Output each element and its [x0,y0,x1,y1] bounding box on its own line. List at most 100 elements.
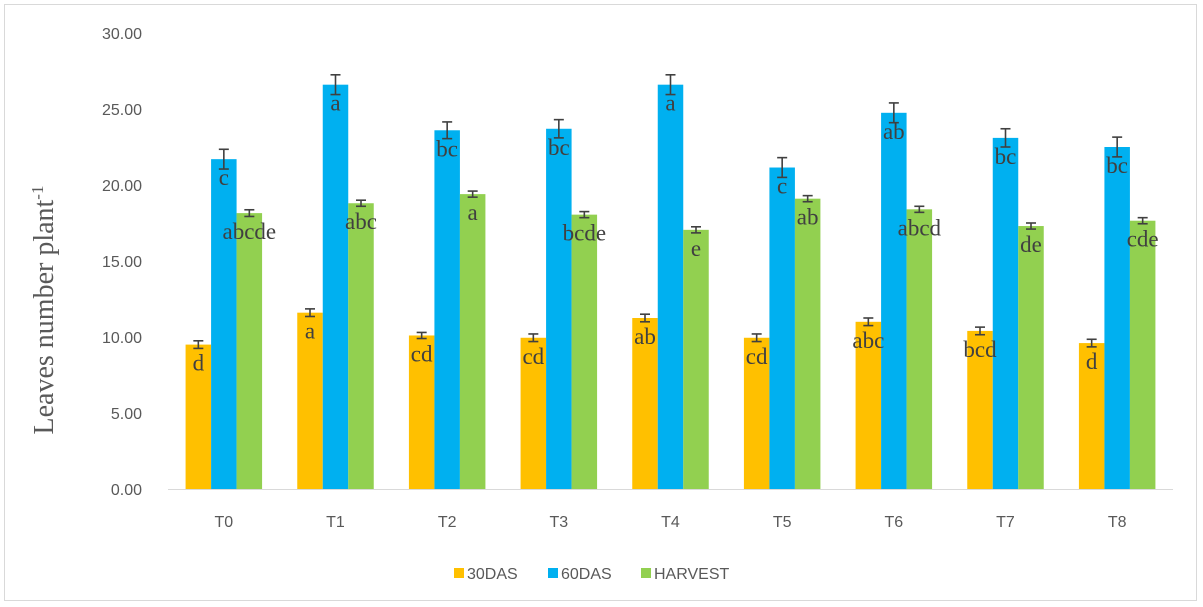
bar-30das-t6 [855,321,882,489]
bar-60das-t2 [434,130,460,489]
x-tick-label: T8 [1108,514,1127,531]
error-bar [416,331,427,340]
bar-harvest-t4 [683,229,709,489]
significance-letter: e [691,236,701,261]
significance-letter: cde [1127,227,1159,252]
bar-harvest-t7 [1018,226,1044,490]
error-bar [193,339,204,350]
bar-harvest-t2 [459,194,486,489]
bar-30das-t0 [185,344,212,489]
y-tick-label: 10.00 [102,330,142,347]
bar-30das-t1 [297,312,323,489]
error-bar [1137,216,1148,225]
significance-letter: cd [411,341,433,366]
error-bar [665,74,676,96]
error-bar [863,317,874,327]
error-bar [751,333,762,343]
x-tick-label: T5 [773,514,792,531]
bar-30das-t2 [408,335,435,489]
x-axis-ticks: T0 T1 T2 T3 T4 T5 T6 T7 T8 [214,514,1126,531]
bar-60das-t7 [992,137,1019,489]
error-bar [802,194,813,203]
significance-letter: bc [436,136,458,161]
error-bar [244,208,255,218]
x-tick-label: T2 [438,514,457,531]
y-tick-label: 30.00 [102,26,142,43]
bar-60das-t1 [322,84,349,490]
y-tick-label: 0.00 [111,482,142,499]
bar-60das-t5 [769,167,795,489]
error-bar [1000,127,1011,148]
significance-letter: a [305,319,315,344]
x-tick-label: T0 [214,514,233,531]
bar-series [185,84,1156,490]
significance-letter: ab [883,119,905,144]
y-axis-title-main: Leaves number plant [29,199,60,434]
legend-swatch-harvest [641,568,651,578]
bar-harvest-t8 [1129,220,1156,489]
significance-letter: bc [1106,153,1128,178]
error-bar [640,313,650,323]
error-bar [218,148,229,170]
significance-letter: abcde [223,219,277,244]
bar-30das-t7 [967,330,993,489]
significance-letter: abcd [898,215,942,240]
error-bar [975,326,985,336]
bar-30das-t5 [743,337,770,489]
legend: 30DAS 60DAS HARVEST [454,566,730,583]
error-bar [691,226,701,234]
legend-label-60das: 60DAS [561,566,612,583]
x-tick-label: T3 [549,514,568,531]
legend-label-harvest: HARVEST [654,566,730,583]
significance-letter: a [330,91,340,116]
significance-letter: abc [345,209,377,234]
error-bars [193,74,1148,350]
error-bar [528,333,539,343]
error-bar [777,156,788,179]
significance-letter: ab [797,205,819,230]
bar-30das-t8 [1078,343,1105,489]
bar-60das-t6 [881,112,907,490]
significance-letter: cd [522,344,544,369]
error-bar [888,102,899,124]
x-tick-label: T6 [884,514,903,531]
significance-letter: a [665,91,675,116]
significance-letter: de [1020,232,1042,257]
significance-letter: cd [746,344,768,369]
significance-letter: bc [548,135,570,160]
bar-60das-t0 [211,159,237,489]
significance-letter: bcde [563,221,606,246]
significance-letter: d [193,351,205,376]
error-bar [467,190,478,198]
error-bar [356,199,366,208]
y-tick-label: 20.00 [102,178,142,195]
bar-60das-t3 [546,128,572,489]
significance-letter: c [777,174,787,199]
error-bar [442,121,453,140]
legend-swatch-30das [454,568,464,578]
legend-label-30das: 30DAS [467,566,518,583]
x-tick-label: T7 [996,514,1015,531]
significance-letter: abc [852,328,884,353]
significance-letter: bc [995,144,1017,169]
y-axis-title-sup: -1 [28,186,47,200]
x-tick-label: T1 [326,514,345,531]
bar-30das-t4 [632,318,658,489]
bar-60das-t4 [657,84,684,490]
bar-30das-t3 [520,337,547,489]
error-bar [1026,222,1036,230]
bar-harvest-t6 [906,209,933,489]
y-axis-ticks: 0.00 5.00 10.00 15.00 20.00 25.00 30.00 [102,26,142,499]
legend-swatch-60das [548,568,558,578]
significance-letter: c [219,165,229,190]
y-axis-title: Leaves number plant-1 [28,186,60,435]
error-bar [1086,338,1097,348]
error-bar [579,210,590,219]
significance-letter: d [1086,349,1098,374]
error-bar [330,74,341,96]
bar-harvest-t3 [571,214,598,489]
significance-letter: ab [634,324,656,349]
error-bar [1112,136,1123,158]
